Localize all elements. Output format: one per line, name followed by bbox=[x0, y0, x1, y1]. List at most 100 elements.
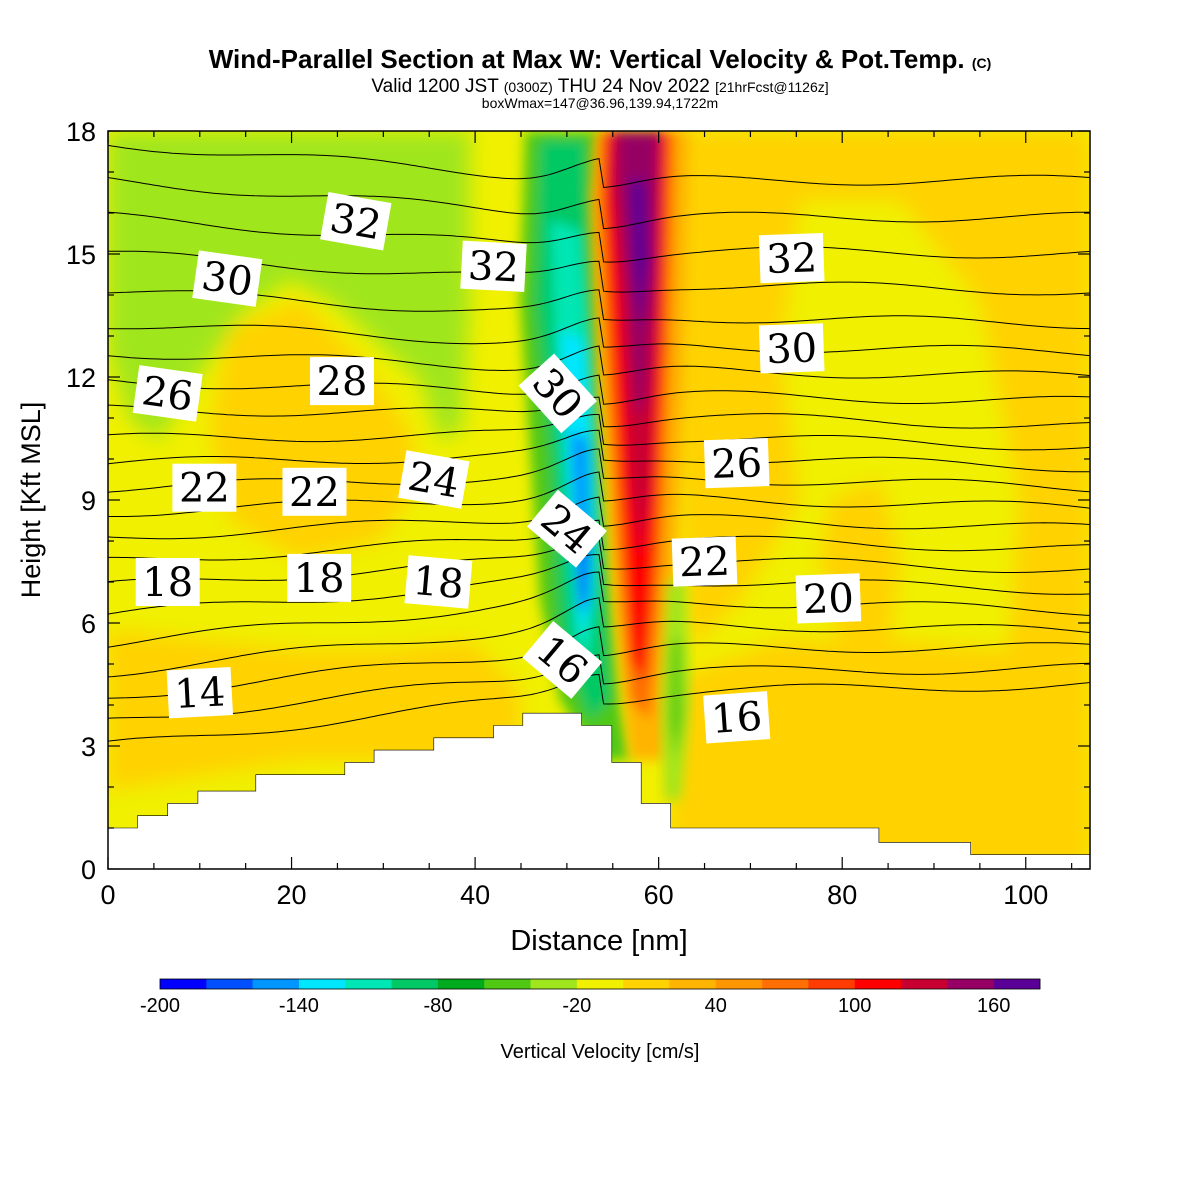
updraft-region-right bbox=[680, 131, 1090, 760]
contour-label: 18 bbox=[287, 553, 352, 602]
colorbar-swatch bbox=[947, 979, 994, 989]
contour-label: 24 bbox=[398, 450, 470, 509]
contour-label: 18 bbox=[135, 558, 200, 606]
contour-label: 14 bbox=[166, 667, 234, 719]
colorbar-swatch bbox=[669, 979, 717, 989]
colorbar-tick-label: -140 bbox=[279, 995, 319, 1017]
updraft-band-purple bbox=[630, 180, 648, 330]
contour-label-value: 18 bbox=[294, 556, 345, 602]
colorbar-swatch bbox=[854, 979, 902, 989]
contour-label-value: 22 bbox=[678, 539, 730, 587]
contour-label-value: 18 bbox=[411, 558, 466, 608]
isentrope-line bbox=[108, 496, 1090, 540]
colorbar-swatch bbox=[345, 979, 392, 989]
y-tick-label: 12 bbox=[66, 363, 96, 393]
isentrope-line bbox=[108, 396, 1090, 429]
updraft-region-mid-left bbox=[210, 300, 420, 560]
lee-downdraft bbox=[662, 580, 690, 800]
contour-label-box bbox=[758, 232, 825, 284]
isentrope-line bbox=[108, 211, 1090, 263]
contour-label-value: 30 bbox=[199, 253, 256, 306]
forecast-info: [21hrFcst@1126z] bbox=[715, 79, 829, 95]
y-axis-label: Height [Kft MSL] bbox=[16, 402, 46, 599]
contour-label: 22 bbox=[671, 536, 738, 587]
valid-time-line: Valid 1200 JST (0300Z) THU 24 Nov 2022 [… bbox=[0, 76, 1200, 97]
x-tick-label: 20 bbox=[277, 880, 307, 910]
isentrope-line bbox=[108, 519, 1090, 561]
colorbar-tick-label: 160 bbox=[977, 995, 1010, 1017]
isentrope-line bbox=[108, 471, 1090, 517]
updraft-region-low-right bbox=[670, 640, 1090, 869]
isentrope-line bbox=[108, 429, 1090, 473]
colorbar-swatch bbox=[762, 979, 809, 989]
colorbar-swatch bbox=[623, 979, 670, 989]
contour-label-value: 30 bbox=[765, 325, 817, 373]
x-tick-label: 80 bbox=[827, 880, 857, 910]
contour-label-value: 32 bbox=[467, 243, 520, 292]
isentrope-line bbox=[108, 374, 1090, 405]
contour-label-box bbox=[703, 437, 770, 489]
valid-utc: (0300Z) bbox=[503, 79, 553, 95]
contour-label-box bbox=[703, 691, 771, 744]
contour-label-value: 18 bbox=[142, 560, 193, 606]
contour-label-box bbox=[282, 467, 347, 516]
x-axis: 0 20 40 60 80 100 bbox=[100, 131, 1073, 910]
title-block: Wind-Parallel Section at Max W: Vertical… bbox=[0, 44, 1200, 110]
contour-label-value: 14 bbox=[173, 669, 226, 718]
contour-label-box bbox=[192, 250, 263, 307]
contour-label-box bbox=[398, 450, 470, 509]
isentrope-line bbox=[108, 654, 1090, 719]
colorbar-swatch bbox=[530, 979, 578, 989]
colorbar-swatch bbox=[901, 979, 948, 989]
contour-label-box bbox=[320, 192, 392, 251]
valid-date: THU 24 Nov 2022 bbox=[557, 76, 710, 97]
contour-label-value: 24 bbox=[405, 453, 463, 507]
contour-label-box bbox=[460, 240, 527, 292]
isentrope-line bbox=[108, 177, 1090, 230]
isentrope-line bbox=[108, 345, 1090, 379]
y-tick-label: 3 bbox=[81, 732, 96, 762]
isentrope-line bbox=[108, 144, 1090, 189]
contour-label: 22 bbox=[172, 463, 237, 512]
x-tick-label: 0 bbox=[100, 880, 115, 910]
contour-label-box bbox=[132, 365, 203, 422]
colorbar-swatch bbox=[715, 979, 763, 989]
box-wmax-line: boxWmax=147@36.96,139.94,1722m bbox=[481, 95, 719, 111]
isentrope-line bbox=[108, 317, 1090, 357]
y-tick-label: 6 bbox=[81, 609, 96, 639]
x-tick-label: 60 bbox=[644, 880, 674, 910]
colorbar-tick-label: -200 bbox=[140, 995, 180, 1017]
y-axis: 0 3 6 9 12 15 18 bbox=[66, 117, 1090, 885]
colorbar: -200 -140 -80 -20 40 100 160 bbox=[140, 978, 1041, 1017]
y-tick-label: 9 bbox=[81, 486, 96, 516]
contour-label-box bbox=[522, 620, 603, 699]
isentrope-line bbox=[108, 626, 1090, 699]
contour-label: 30 bbox=[758, 323, 825, 374]
colorbar-swatch bbox=[808, 979, 856, 989]
colorbar-swatch bbox=[576, 979, 624, 989]
colorbar-tick-label: 40 bbox=[705, 995, 727, 1017]
contour-label-value: 20 bbox=[802, 576, 854, 624]
contour-label-box bbox=[526, 489, 607, 568]
x-tick-label: 100 bbox=[1003, 880, 1048, 910]
terrain-profile bbox=[108, 712, 1090, 869]
colorbar-swatch bbox=[437, 979, 485, 989]
isentrope-line bbox=[108, 554, 1090, 615]
contour-label-value: 26 bbox=[710, 440, 762, 488]
contour-label-value: 28 bbox=[317, 359, 368, 405]
isentrope-line bbox=[108, 673, 1090, 742]
contour-label-box bbox=[135, 558, 200, 606]
contour-label-box bbox=[758, 323, 825, 374]
chart-title-text: Wind-Parallel Section at Max W: Vertical… bbox=[208, 44, 965, 74]
colorbar-swatch bbox=[160, 979, 207, 989]
colorbar-swatch bbox=[252, 979, 300, 989]
lee-downdraft-inner bbox=[670, 640, 682, 760]
contour-label-box bbox=[518, 353, 597, 434]
contour-label-box bbox=[166, 667, 234, 719]
contour-label: 22 bbox=[282, 467, 347, 516]
contour-label: 32 bbox=[758, 232, 825, 284]
colorbar-tick-label: 100 bbox=[838, 995, 871, 1017]
contour-label: 32 bbox=[460, 240, 527, 292]
x-tick-label: 40 bbox=[460, 880, 490, 910]
